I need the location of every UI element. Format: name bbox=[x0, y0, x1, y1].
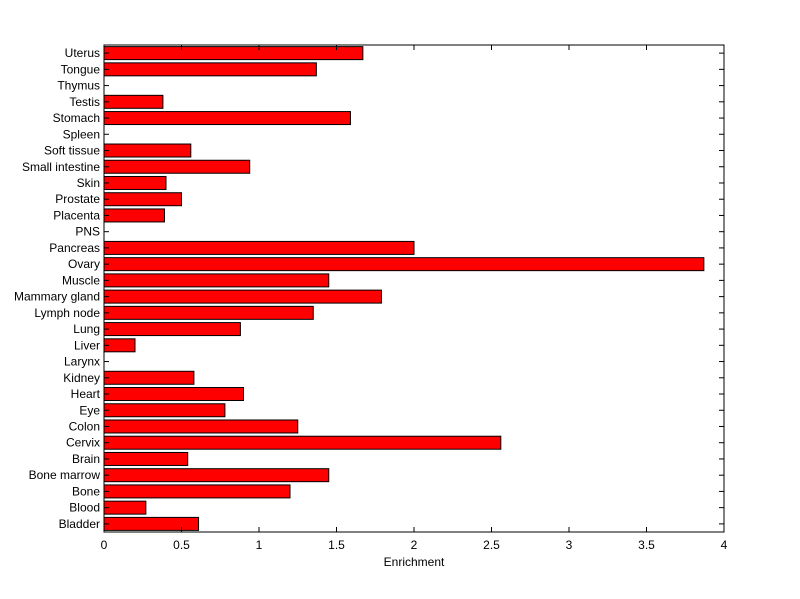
bar-kidney bbox=[103, 370, 195, 385]
bar-pancreas bbox=[103, 240, 415, 255]
y-tick-label: Stomach bbox=[53, 111, 100, 125]
y-tick-labels: Bladder Blood Bone Bone marrow Brain Cervix Co… bbox=[14, 46, 101, 531]
bar-cervix bbox=[103, 435, 502, 450]
bar-heart bbox=[103, 387, 244, 402]
bar-colon bbox=[103, 419, 299, 434]
x-tick-label: 2 bbox=[411, 538, 418, 552]
x-tick-labels: 0 0.5 1 1.5 2 2.5 3 3.5 4 bbox=[101, 538, 728, 552]
bar-brain bbox=[103, 451, 189, 466]
y-tick-label: Lung bbox=[73, 322, 100, 336]
bar-small-intestine bbox=[103, 159, 251, 174]
bar-ovary bbox=[103, 257, 705, 272]
y-tick-label: Placenta bbox=[53, 208, 100, 222]
bar-testis bbox=[103, 94, 164, 109]
bar-placenta bbox=[103, 208, 165, 223]
x-tick-label: 0.5 bbox=[173, 538, 190, 552]
y-tick-label: Lymph node bbox=[34, 306, 100, 320]
y-tick-label: Bladder bbox=[59, 517, 100, 531]
x-tick-label: 3 bbox=[566, 538, 573, 552]
bar-bone bbox=[103, 484, 291, 499]
x-tick-label: 1.5 bbox=[328, 538, 345, 552]
y-tick-label: Brain bbox=[72, 452, 100, 466]
y-tick-label: Liver bbox=[74, 338, 100, 352]
bar-muscle bbox=[103, 273, 330, 288]
x-axis-label: Enrichment bbox=[384, 555, 445, 569]
y-tick-label: Bone bbox=[72, 484, 100, 498]
y-tick-label: Mammary gland bbox=[14, 290, 100, 304]
bar-lymph-node bbox=[103, 305, 314, 320]
y-tick-label: Thymus bbox=[57, 79, 100, 93]
bar-uterus bbox=[103, 46, 364, 61]
x-tick-label: 3.5 bbox=[638, 538, 655, 552]
x-tick-label: 0 bbox=[101, 538, 108, 552]
y-tick-label: PNS bbox=[75, 225, 100, 239]
y-tick-label: Prostate bbox=[55, 192, 100, 206]
y-tick-label: Heart bbox=[71, 387, 101, 401]
bar-bone-marrow bbox=[103, 468, 330, 483]
y-tick-label: Spleen bbox=[63, 127, 100, 141]
y-tick-label: Ovary bbox=[68, 257, 100, 271]
bars-group bbox=[103, 46, 705, 531]
bar-lung bbox=[103, 322, 241, 337]
ticks-group bbox=[103, 45, 725, 532]
y-tick-label: Eye bbox=[79, 403, 100, 417]
x-tick-label: 4 bbox=[721, 538, 728, 552]
bar-mammary-gland bbox=[103, 289, 382, 304]
bar-eye bbox=[103, 403, 226, 418]
y-tick-label: Testis bbox=[69, 95, 100, 109]
y-tick-label: Colon bbox=[69, 419, 100, 433]
bar-bladder bbox=[103, 516, 200, 531]
y-tick-label: Muscle bbox=[62, 273, 100, 287]
bar-prostate bbox=[103, 192, 182, 207]
y-tick-label: Kidney bbox=[63, 371, 100, 385]
bar-skin bbox=[103, 175, 167, 190]
y-tick-label: Soft tissue bbox=[44, 144, 100, 158]
y-tick-label: Small intestine bbox=[22, 160, 100, 174]
y-tick-label: Blood bbox=[69, 501, 100, 515]
y-tick-label: Pancreas bbox=[49, 241, 100, 255]
bar-stomach bbox=[103, 111, 351, 126]
x-tick-label: 2.5 bbox=[483, 538, 500, 552]
y-tick-label: Skin bbox=[77, 176, 100, 190]
y-tick-label: Tongue bbox=[61, 62, 101, 76]
y-tick-label: Larynx bbox=[64, 355, 100, 369]
y-tick-label: Cervix bbox=[66, 436, 100, 450]
axes-frame bbox=[103, 44, 725, 533]
bar-soft-tissue bbox=[103, 143, 192, 158]
bar-blood bbox=[103, 500, 147, 515]
y-tick-label: Bone marrow bbox=[29, 468, 101, 482]
x-tick-label: 1 bbox=[256, 538, 263, 552]
bar-tongue bbox=[103, 62, 317, 77]
y-tick-label: Uterus bbox=[65, 46, 100, 60]
